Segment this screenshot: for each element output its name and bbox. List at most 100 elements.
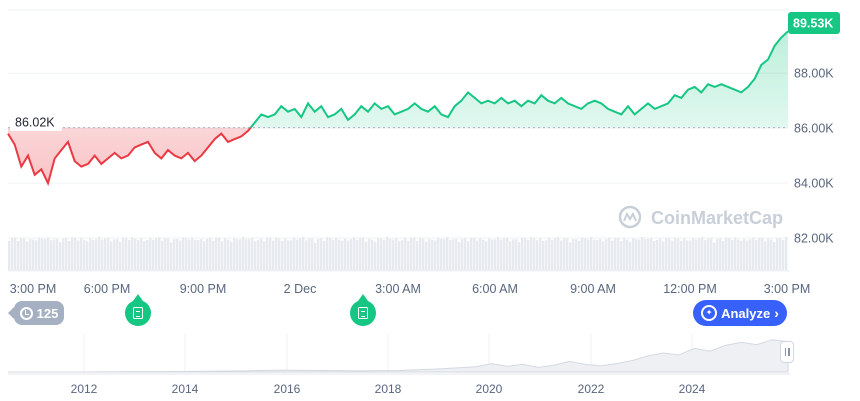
y-axis: 88.00K 86.00K 84.00K 82.00K (794, 67, 834, 246)
volume-bar (293, 237, 296, 271)
volume-bar (740, 240, 743, 271)
volume-bar (116, 239, 119, 271)
volume-bar (620, 241, 623, 271)
volume-bar (122, 237, 125, 271)
price-line-above-baseline (249, 30, 789, 128)
volume-bar (773, 242, 776, 271)
volume-bar (695, 239, 698, 271)
volume-bar (248, 238, 251, 271)
navigator-year-label: 2014 (172, 382, 199, 396)
navigator-year-label: 2024 (679, 382, 706, 396)
news-marker-2[interactable] (350, 294, 376, 326)
volume-bar (593, 239, 596, 271)
volume-bar (398, 241, 401, 271)
volume-bar (359, 237, 362, 271)
volume-bar (629, 241, 632, 271)
volume-bar (713, 242, 716, 271)
volume-bar (530, 237, 533, 271)
volume-bar (173, 238, 176, 271)
volume-bar (269, 237, 272, 271)
volume-bar (371, 239, 374, 271)
last-price-text: 89.53K (793, 17, 833, 31)
volume-bar (764, 241, 767, 271)
volume-bar (560, 240, 563, 271)
volume-bars (8, 237, 788, 271)
volume-bar (263, 241, 266, 271)
volume-bar (146, 240, 149, 271)
volume-bar (287, 240, 290, 271)
volume-bar (614, 237, 617, 271)
volume-bar (578, 240, 581, 271)
baseline-label: 86.02K (10, 113, 62, 131)
volume-bar (668, 237, 671, 271)
volume-bar (647, 238, 650, 271)
volume-bar (410, 238, 413, 271)
volume-bar (461, 238, 464, 271)
x-tick-label: 9:00 PM (180, 282, 227, 296)
volume-bar (419, 237, 422, 271)
navigator-year-label: 2012 (71, 382, 98, 396)
volume-bar (257, 240, 260, 271)
last-price-label: 89.53K (788, 12, 840, 34)
volume-bar (443, 238, 446, 271)
volume-bar (542, 240, 545, 271)
history-badge[interactable]: 125 (8, 301, 64, 325)
volume-bar (341, 240, 344, 271)
volume-bar (320, 238, 323, 271)
area-fill-below-baseline (8, 127, 788, 184)
volume-bar (236, 239, 239, 271)
watermark-text: CoinMarketCap (651, 208, 783, 228)
volume-bar (185, 238, 188, 271)
volume-bar (692, 237, 695, 271)
volume-bar (503, 238, 506, 271)
document-icon (133, 307, 143, 319)
volume-bar (425, 241, 428, 271)
news-marker-1[interactable] (125, 294, 151, 326)
volume-bar (305, 240, 308, 271)
volume-bar (50, 240, 53, 271)
volume-bar (230, 241, 233, 271)
volume-bar (188, 239, 191, 271)
volume-bar (329, 238, 332, 271)
volume-bar (635, 239, 638, 271)
volume-bar (500, 239, 503, 271)
volume-bar (434, 240, 437, 271)
volume-bar (755, 240, 758, 271)
volume-bar (767, 238, 770, 271)
chevron-right-icon: › (774, 305, 779, 321)
analyze-button[interactable]: ✦ Analyze › (693, 300, 787, 326)
volume-bar (464, 238, 467, 271)
volume-bar (275, 237, 278, 271)
navigator-drag-handle[interactable] (780, 341, 794, 363)
volume-bar (467, 241, 470, 271)
volume-bar (743, 238, 746, 271)
volume-bar (554, 238, 557, 271)
volume-bar (602, 241, 605, 271)
volume-bar (566, 238, 569, 271)
volume-bar (251, 237, 254, 271)
volume-bar (485, 241, 488, 271)
volume-bar (737, 239, 740, 271)
volume-bar (455, 238, 458, 271)
volume-bar (506, 237, 509, 271)
volume-bar (278, 238, 281, 271)
volume-bar (323, 240, 326, 271)
volume-bar (416, 240, 419, 271)
volume-bar (479, 237, 482, 271)
volume-bar (590, 237, 593, 271)
analyze-label: Analyze (721, 305, 771, 321)
volume-bar (698, 238, 701, 271)
volume-bar (653, 241, 656, 271)
volume-bar (770, 239, 773, 271)
volume-bar (11, 237, 14, 271)
volume-bar (575, 239, 578, 271)
volume-bar (413, 237, 416, 271)
volume-bar (83, 239, 86, 271)
volume-bar (59, 241, 62, 271)
volume-bar (302, 237, 305, 271)
volume-bar (470, 237, 473, 271)
document-icon (358, 307, 368, 319)
range-navigator[interactable] (8, 332, 790, 375)
volume-bar (563, 238, 566, 271)
